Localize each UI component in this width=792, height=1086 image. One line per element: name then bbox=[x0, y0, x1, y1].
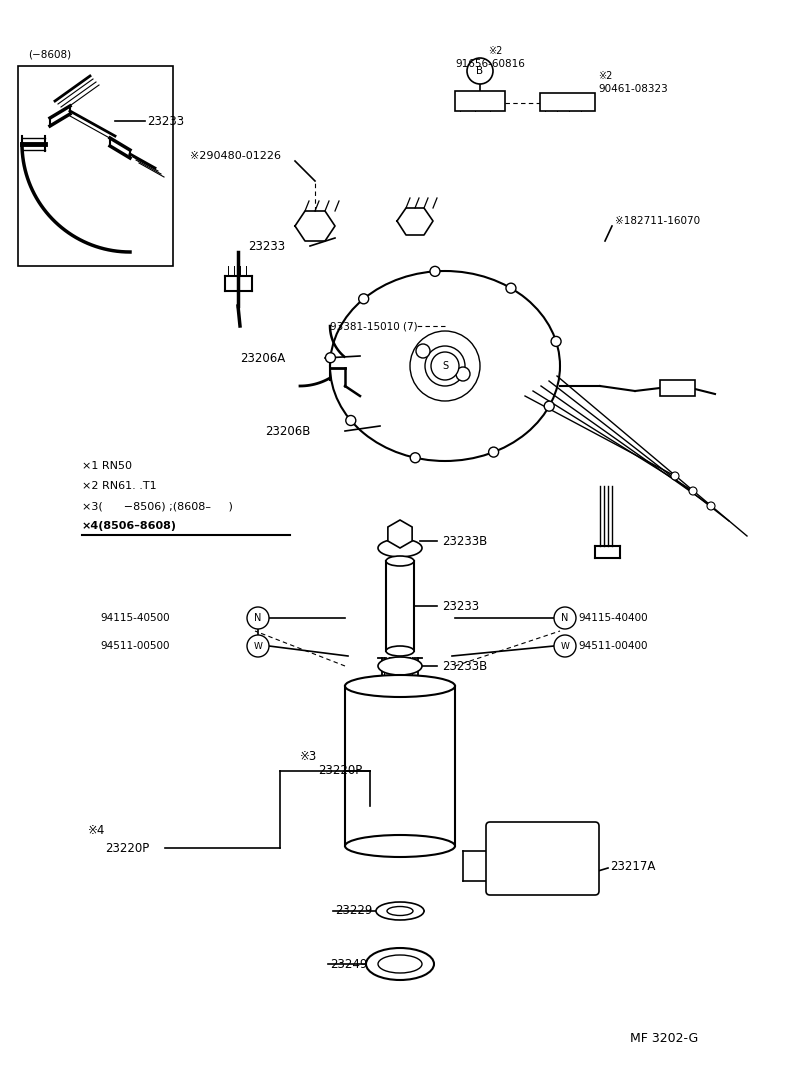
Circle shape bbox=[506, 283, 516, 293]
Circle shape bbox=[326, 353, 336, 363]
Ellipse shape bbox=[345, 835, 455, 857]
Circle shape bbox=[554, 607, 576, 629]
Circle shape bbox=[551, 337, 561, 346]
Ellipse shape bbox=[345, 675, 455, 697]
Text: 94511-00400: 94511-00400 bbox=[578, 641, 648, 651]
Text: 23220P: 23220P bbox=[318, 765, 362, 778]
Circle shape bbox=[431, 352, 459, 380]
Circle shape bbox=[554, 635, 576, 657]
Circle shape bbox=[410, 453, 421, 463]
Text: MF 3202-G: MF 3202-G bbox=[630, 1032, 699, 1045]
Ellipse shape bbox=[376, 902, 424, 920]
Text: 91656-60816: 91656-60816 bbox=[455, 59, 525, 70]
Circle shape bbox=[410, 331, 480, 401]
Circle shape bbox=[425, 346, 465, 386]
Bar bbox=[455, 91, 505, 111]
Circle shape bbox=[689, 487, 697, 495]
Text: N: N bbox=[562, 613, 569, 623]
Text: 23233B: 23233B bbox=[442, 534, 487, 547]
Circle shape bbox=[247, 607, 269, 629]
Circle shape bbox=[430, 266, 440, 276]
Ellipse shape bbox=[378, 657, 422, 675]
Text: W: W bbox=[561, 642, 569, 651]
FancyBboxPatch shape bbox=[486, 822, 599, 895]
Text: ※4: ※4 bbox=[88, 824, 105, 837]
Ellipse shape bbox=[386, 556, 414, 566]
Text: 23233: 23233 bbox=[147, 114, 184, 127]
Text: 94511-00500: 94511-00500 bbox=[100, 641, 169, 651]
Text: 23233: 23233 bbox=[442, 599, 479, 613]
Text: 23206B: 23206B bbox=[265, 425, 310, 438]
Text: 23220P: 23220P bbox=[105, 842, 149, 855]
Text: (−8608): (−8608) bbox=[28, 49, 71, 59]
Ellipse shape bbox=[386, 646, 414, 656]
Text: ×4(8506–8608): ×4(8506–8608) bbox=[82, 521, 177, 531]
Text: 23217A: 23217A bbox=[610, 859, 655, 872]
Text: ※182711-16070: ※182711-16070 bbox=[615, 216, 700, 226]
Text: ×3(      −8506) ;(8608–     ): ×3( −8506) ;(8608– ) bbox=[82, 501, 233, 512]
Circle shape bbox=[544, 401, 554, 412]
Text: ※2: ※2 bbox=[488, 46, 502, 56]
Text: ※2: ※2 bbox=[598, 71, 612, 81]
Circle shape bbox=[456, 367, 470, 381]
Circle shape bbox=[707, 502, 715, 510]
Circle shape bbox=[467, 58, 493, 84]
Circle shape bbox=[346, 416, 356, 426]
Bar bbox=[660, 380, 695, 396]
Text: 90461-08323: 90461-08323 bbox=[598, 84, 668, 94]
Ellipse shape bbox=[378, 539, 422, 557]
Text: 23233: 23233 bbox=[248, 240, 285, 253]
Ellipse shape bbox=[387, 907, 413, 915]
Text: 23233B: 23233B bbox=[442, 659, 487, 672]
Text: W: W bbox=[253, 642, 262, 651]
Text: ×2 RN61. .T1: ×2 RN61. .T1 bbox=[82, 481, 157, 491]
Circle shape bbox=[489, 447, 499, 457]
Text: 94115-40500: 94115-40500 bbox=[100, 613, 169, 623]
Text: ×1 RN50: ×1 RN50 bbox=[82, 460, 132, 471]
Text: 94115-40400: 94115-40400 bbox=[578, 613, 648, 623]
Circle shape bbox=[359, 294, 369, 304]
Bar bbox=[540, 93, 595, 111]
Text: ※3: ※3 bbox=[300, 749, 318, 762]
Ellipse shape bbox=[330, 272, 560, 460]
Circle shape bbox=[671, 472, 679, 480]
Text: ※290480-01226: ※290480-01226 bbox=[190, 151, 281, 161]
Text: 93381-15010 (7): 93381-15010 (7) bbox=[330, 321, 417, 331]
Text: 23229: 23229 bbox=[335, 905, 372, 918]
Text: N: N bbox=[254, 613, 261, 623]
Text: B: B bbox=[477, 66, 484, 76]
Ellipse shape bbox=[378, 955, 422, 973]
Ellipse shape bbox=[366, 948, 434, 980]
Circle shape bbox=[247, 635, 269, 657]
Text: 23206A: 23206A bbox=[240, 352, 285, 365]
Circle shape bbox=[416, 344, 430, 358]
Text: 23249: 23249 bbox=[330, 958, 367, 971]
Bar bbox=[18, 66, 173, 266]
Text: S: S bbox=[442, 361, 448, 371]
